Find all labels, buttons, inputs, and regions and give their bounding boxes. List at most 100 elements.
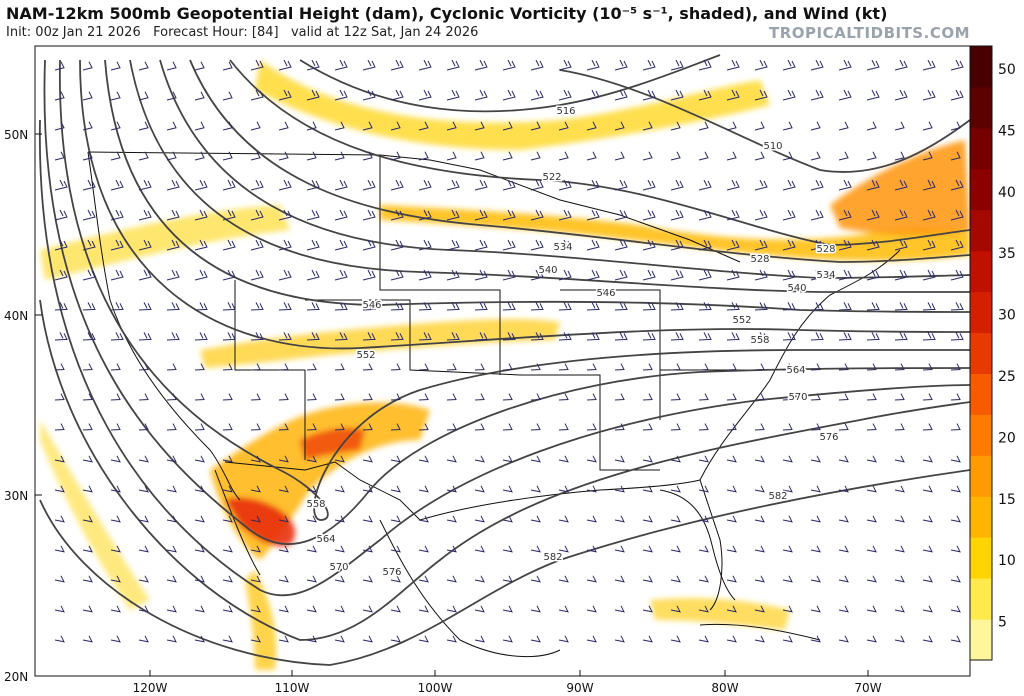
wind-barb [194, 179, 208, 191]
wind-barb [250, 332, 264, 341]
wind-barb [194, 455, 205, 463]
wind-barb [866, 635, 877, 643]
wind-barb [726, 121, 737, 131]
wind-barb [250, 545, 261, 553]
wind-barb [894, 209, 908, 221]
wind-barb [54, 209, 68, 221]
wind-barb [810, 59, 824, 71]
wind-barb [222, 605, 233, 613]
wind-barb [642, 363, 653, 371]
wind-barb [782, 605, 793, 613]
wind-barb [306, 423, 317, 431]
wind-barb [390, 332, 404, 341]
wind-barb [642, 515, 653, 523]
wind-barb [558, 332, 572, 341]
wind-barb [614, 209, 628, 221]
wind-barb [474, 209, 488, 221]
state-grid-5 [560, 289, 661, 420]
wind-barb [866, 393, 877, 401]
contour-label: 570 [329, 562, 348, 573]
colorbar-tick-label: 40 [998, 185, 1016, 201]
wind-barb [54, 485, 65, 493]
wind-barb [390, 363, 401, 371]
wind-barb [642, 545, 653, 553]
wind-barb [446, 59, 460, 71]
wind-barb [390, 89, 404, 101]
wind-barb [306, 209, 320, 221]
wind-barb [614, 121, 625, 131]
wind-barb [558, 89, 572, 101]
wind-barb [222, 393, 233, 401]
wind-barb [586, 179, 600, 191]
wind-barb [446, 545, 457, 553]
wind-barb [54, 179, 68, 191]
wind-barb [82, 605, 93, 613]
wind-barb [866, 209, 880, 221]
wind-barb [278, 239, 292, 251]
wind-barb [474, 423, 485, 431]
contour-528 [189, 59, 970, 263]
wind-barb [894, 455, 905, 463]
wind-barb [782, 575, 793, 583]
wind-barb [110, 575, 121, 583]
lon-label-100w: 100W [418, 681, 453, 695]
wind-barb [250, 393, 261, 401]
wind-barb [334, 575, 345, 583]
wind-barb [138, 209, 152, 221]
wind-barb [670, 393, 681, 401]
wind-barb [950, 455, 961, 463]
contour-522 [229, 59, 970, 246]
wind-barb [54, 363, 65, 371]
wind-barb [530, 209, 544, 221]
wind-barb [222, 269, 236, 281]
wind-barb [418, 455, 429, 463]
wind-barb [810, 332, 824, 341]
wind-barb [110, 121, 121, 131]
wind-barb [278, 635, 289, 643]
wind-barb [194, 515, 205, 523]
wind-barb [838, 332, 852, 341]
wind-barb [726, 179, 740, 191]
wind-barb [362, 455, 373, 463]
wind-barb [698, 605, 709, 613]
map-subtitle: Init: 00z Jan 21 2026 Forecast Hour: [84… [6, 25, 478, 40]
lat-label-40n: 40N [4, 309, 28, 323]
wind-barb [166, 332, 180, 341]
wind-barb [362, 59, 376, 71]
wind-barb [446, 209, 460, 221]
wind-barb [754, 635, 765, 643]
wind-barb [166, 61, 177, 71]
wind-barb [250, 485, 261, 493]
wind-barb [866, 332, 880, 341]
contour-546 [104, 59, 970, 313]
contour-label: 540 [538, 265, 557, 276]
wind-barb [502, 302, 516, 311]
wind-barb [54, 635, 65, 643]
wind-barb [950, 605, 961, 613]
wind-barb [642, 121, 653, 131]
wind-barb [586, 545, 597, 553]
wind-barb [950, 635, 961, 643]
wind-barb [782, 269, 796, 281]
wind-barb [670, 269, 684, 281]
wind-barb [558, 302, 572, 311]
wind-barb [222, 332, 236, 341]
wind-barb [278, 151, 289, 161]
wind-barb [82, 545, 93, 553]
wind-barb [530, 605, 541, 613]
wind-barb [390, 209, 404, 221]
wind-barb [250, 239, 264, 251]
wind-barb [334, 423, 345, 431]
wind-barb [250, 455, 261, 463]
wind-barb [138, 61, 149, 71]
wind-barb [726, 151, 737, 161]
us-west-coast [87, 151, 241, 501]
lat-label-50n: 50N [4, 128, 28, 142]
wind-barb [810, 485, 821, 493]
wind-barb [642, 635, 653, 643]
wind-barb [558, 545, 569, 553]
wind-barb [278, 455, 289, 463]
wind-barb [558, 363, 569, 371]
wind-barb [278, 179, 292, 191]
wind-barb [754, 575, 765, 583]
